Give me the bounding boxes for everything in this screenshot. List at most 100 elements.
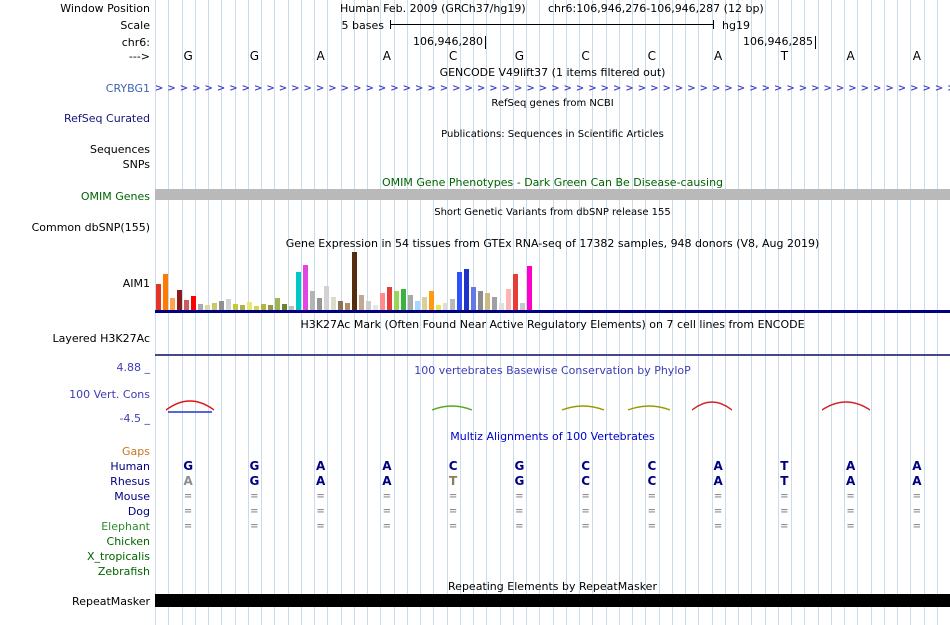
gtex-bar[interactable] — [464, 269, 469, 310]
multiz-cell[interactable]: A — [912, 474, 922, 488]
gtex-bar[interactable] — [212, 303, 217, 310]
dbsnp-track-title[interactable]: Short Genetic Variants from dbSNP releas… — [434, 207, 671, 218]
gtex-bar[interactable] — [198, 304, 203, 310]
multiz-cell[interactable]: = — [846, 491, 855, 502]
multiz-cell[interactable]: = — [448, 521, 458, 532]
species-label-mouse[interactable]: Mouse — [114, 490, 150, 503]
publications-track-title[interactable]: Publications: Sequences in Scientific Ar… — [441, 129, 664, 140]
multiz-cell[interactable]: C — [581, 459, 591, 473]
multiz-cell[interactable]: = — [581, 491, 590, 502]
multiz-cell[interactable]: C — [448, 459, 458, 473]
multiz-row-dog[interactable]: = = = = = = = = = = = = — [155, 504, 950, 519]
gtex-bar[interactable] — [527, 266, 532, 310]
multiz-cell[interactable]: = — [515, 491, 524, 502]
species-label-human[interactable]: Human — [110, 460, 150, 473]
gtex-bar[interactable] — [219, 301, 224, 310]
gtex-bar[interactable] — [226, 299, 231, 310]
multiz-cell[interactable]: = — [647, 506, 657, 517]
species-label-elephant[interactable]: Elephant — [101, 520, 150, 533]
gtex-bar[interactable] — [408, 295, 413, 310]
gtex-bar[interactable] — [184, 300, 189, 310]
gtex-bar[interactable] — [205, 305, 210, 310]
omim-genes-label[interactable]: OMIM Genes — [80, 190, 150, 203]
gtex-bar[interactable] — [331, 297, 336, 310]
multiz-cell[interactable]: C — [647, 459, 657, 473]
gtex-bar[interactable] — [380, 293, 385, 310]
conservation-mark[interactable] — [692, 396, 732, 414]
multiz-cell[interactable]: = — [647, 491, 657, 502]
gtex-bar[interactable] — [471, 287, 476, 310]
conservation-mark[interactable] — [628, 396, 670, 414]
species-label-dog[interactable]: Dog — [127, 505, 150, 518]
multiz-cell[interactable]: = — [713, 491, 723, 502]
gtex-bar[interactable] — [520, 303, 525, 310]
h3k27ac-track-title[interactable]: H3K27Ac Mark (Often Found Near Active Re… — [300, 318, 805, 331]
multiz-row-gaps[interactable] — [155, 444, 950, 459]
gtex-bar[interactable] — [261, 304, 266, 310]
multiz-cell[interactable]: = — [382, 491, 392, 502]
multiz-cell[interactable]: = — [250, 506, 259, 517]
multiz-alignment[interactable]: G G A A C G C C A T A A A G A A T G C C A T A A = = = = = = = = = = = = = = = =… — [155, 444, 950, 579]
gtex-bar[interactable] — [240, 305, 245, 310]
multiz-cell[interactable]: A — [713, 459, 723, 473]
multiz-cell[interactable]: = — [581, 506, 590, 517]
species-label-zebrafish[interactable]: Zebrafish — [97, 565, 150, 578]
gtex-bar[interactable] — [170, 298, 175, 310]
multiz-cell[interactable]: T — [449, 474, 458, 488]
multiz-cell[interactable]: A — [315, 459, 326, 473]
gtex-bar[interactable] — [366, 301, 371, 310]
gtex-bar[interactable] — [282, 304, 287, 310]
gtex-bar[interactable] — [394, 291, 399, 310]
gtex-bar[interactable] — [359, 295, 364, 310]
multiz-cell[interactable]: A — [183, 474, 193, 488]
multiz-cell[interactable]: = — [713, 521, 723, 532]
multiz-row-mouse[interactable]: = = = = = = = = = = = = — [155, 489, 950, 504]
gtex-bar[interactable] — [429, 291, 434, 310]
multiz-cell[interactable]: A — [845, 474, 856, 488]
gtex-bar[interactable] — [289, 306, 294, 310]
refseq-curated-label[interactable]: RefSeq Curated — [64, 112, 150, 125]
gtex-bar[interactable] — [499, 303, 504, 310]
multiz-cell[interactable]: A — [845, 459, 856, 473]
gtex-bar[interactable] — [373, 305, 378, 310]
gtex-bar[interactable] — [296, 272, 301, 310]
refseq-track-title[interactable]: RefSeq genes from NCBI — [491, 98, 614, 109]
omim-gene-bar[interactable] — [155, 189, 950, 200]
conservation-mark[interactable] — [822, 396, 870, 414]
multiz-cell[interactable]: = — [448, 506, 458, 517]
h3k27ac-label[interactable]: Layered H3K27Ac — [52, 332, 150, 345]
conservation-mark[interactable] — [432, 396, 472, 414]
multiz-cell[interactable]: = — [780, 506, 789, 517]
multiz-cell[interactable]: = — [912, 506, 922, 517]
multiz-cell[interactable]: C — [647, 474, 657, 488]
multiz-cell[interactable]: = — [515, 521, 524, 532]
multiz-cell[interactable]: C — [581, 474, 591, 488]
gtex-bar[interactable] — [317, 298, 322, 310]
multiz-cell[interactable]: = — [250, 491, 259, 502]
gtex-bar[interactable] — [485, 293, 490, 310]
multiz-cell[interactable]: A — [382, 459, 392, 473]
multiz-cell[interactable]: = — [780, 491, 789, 502]
multiz-cell[interactable]: G — [514, 459, 525, 473]
gtex-expression-chart[interactable] — [155, 252, 950, 310]
gene-label-crybg1[interactable]: CRYBG1 — [105, 82, 150, 95]
conservation-mark[interactable] — [562, 396, 604, 414]
multiz-cell[interactable]: = — [382, 506, 392, 517]
multiz-cell[interactable]: G — [183, 459, 194, 473]
multiz-cell[interactable]: = — [316, 506, 325, 517]
gtex-bar[interactable] — [324, 286, 329, 310]
multiz-cell[interactable]: A — [713, 474, 723, 488]
gtex-bar[interactable] — [338, 301, 343, 310]
gtex-bar[interactable] — [177, 290, 182, 310]
species-label-rhesus[interactable]: Rhesus — [110, 475, 150, 488]
multiz-cell[interactable]: = — [382, 521, 392, 532]
multiz-row-chicken[interactable] — [155, 534, 950, 549]
gtex-bar[interactable] — [457, 272, 462, 310]
multiz-cell[interactable]: = — [316, 491, 325, 502]
multiz-cell[interactable]: = — [780, 521, 789, 532]
gtex-bar[interactable] — [191, 296, 196, 310]
multiz-cell[interactable]: = — [912, 521, 922, 532]
gtex-bar[interactable] — [310, 291, 315, 310]
multiz-cell[interactable]: = — [846, 506, 855, 517]
